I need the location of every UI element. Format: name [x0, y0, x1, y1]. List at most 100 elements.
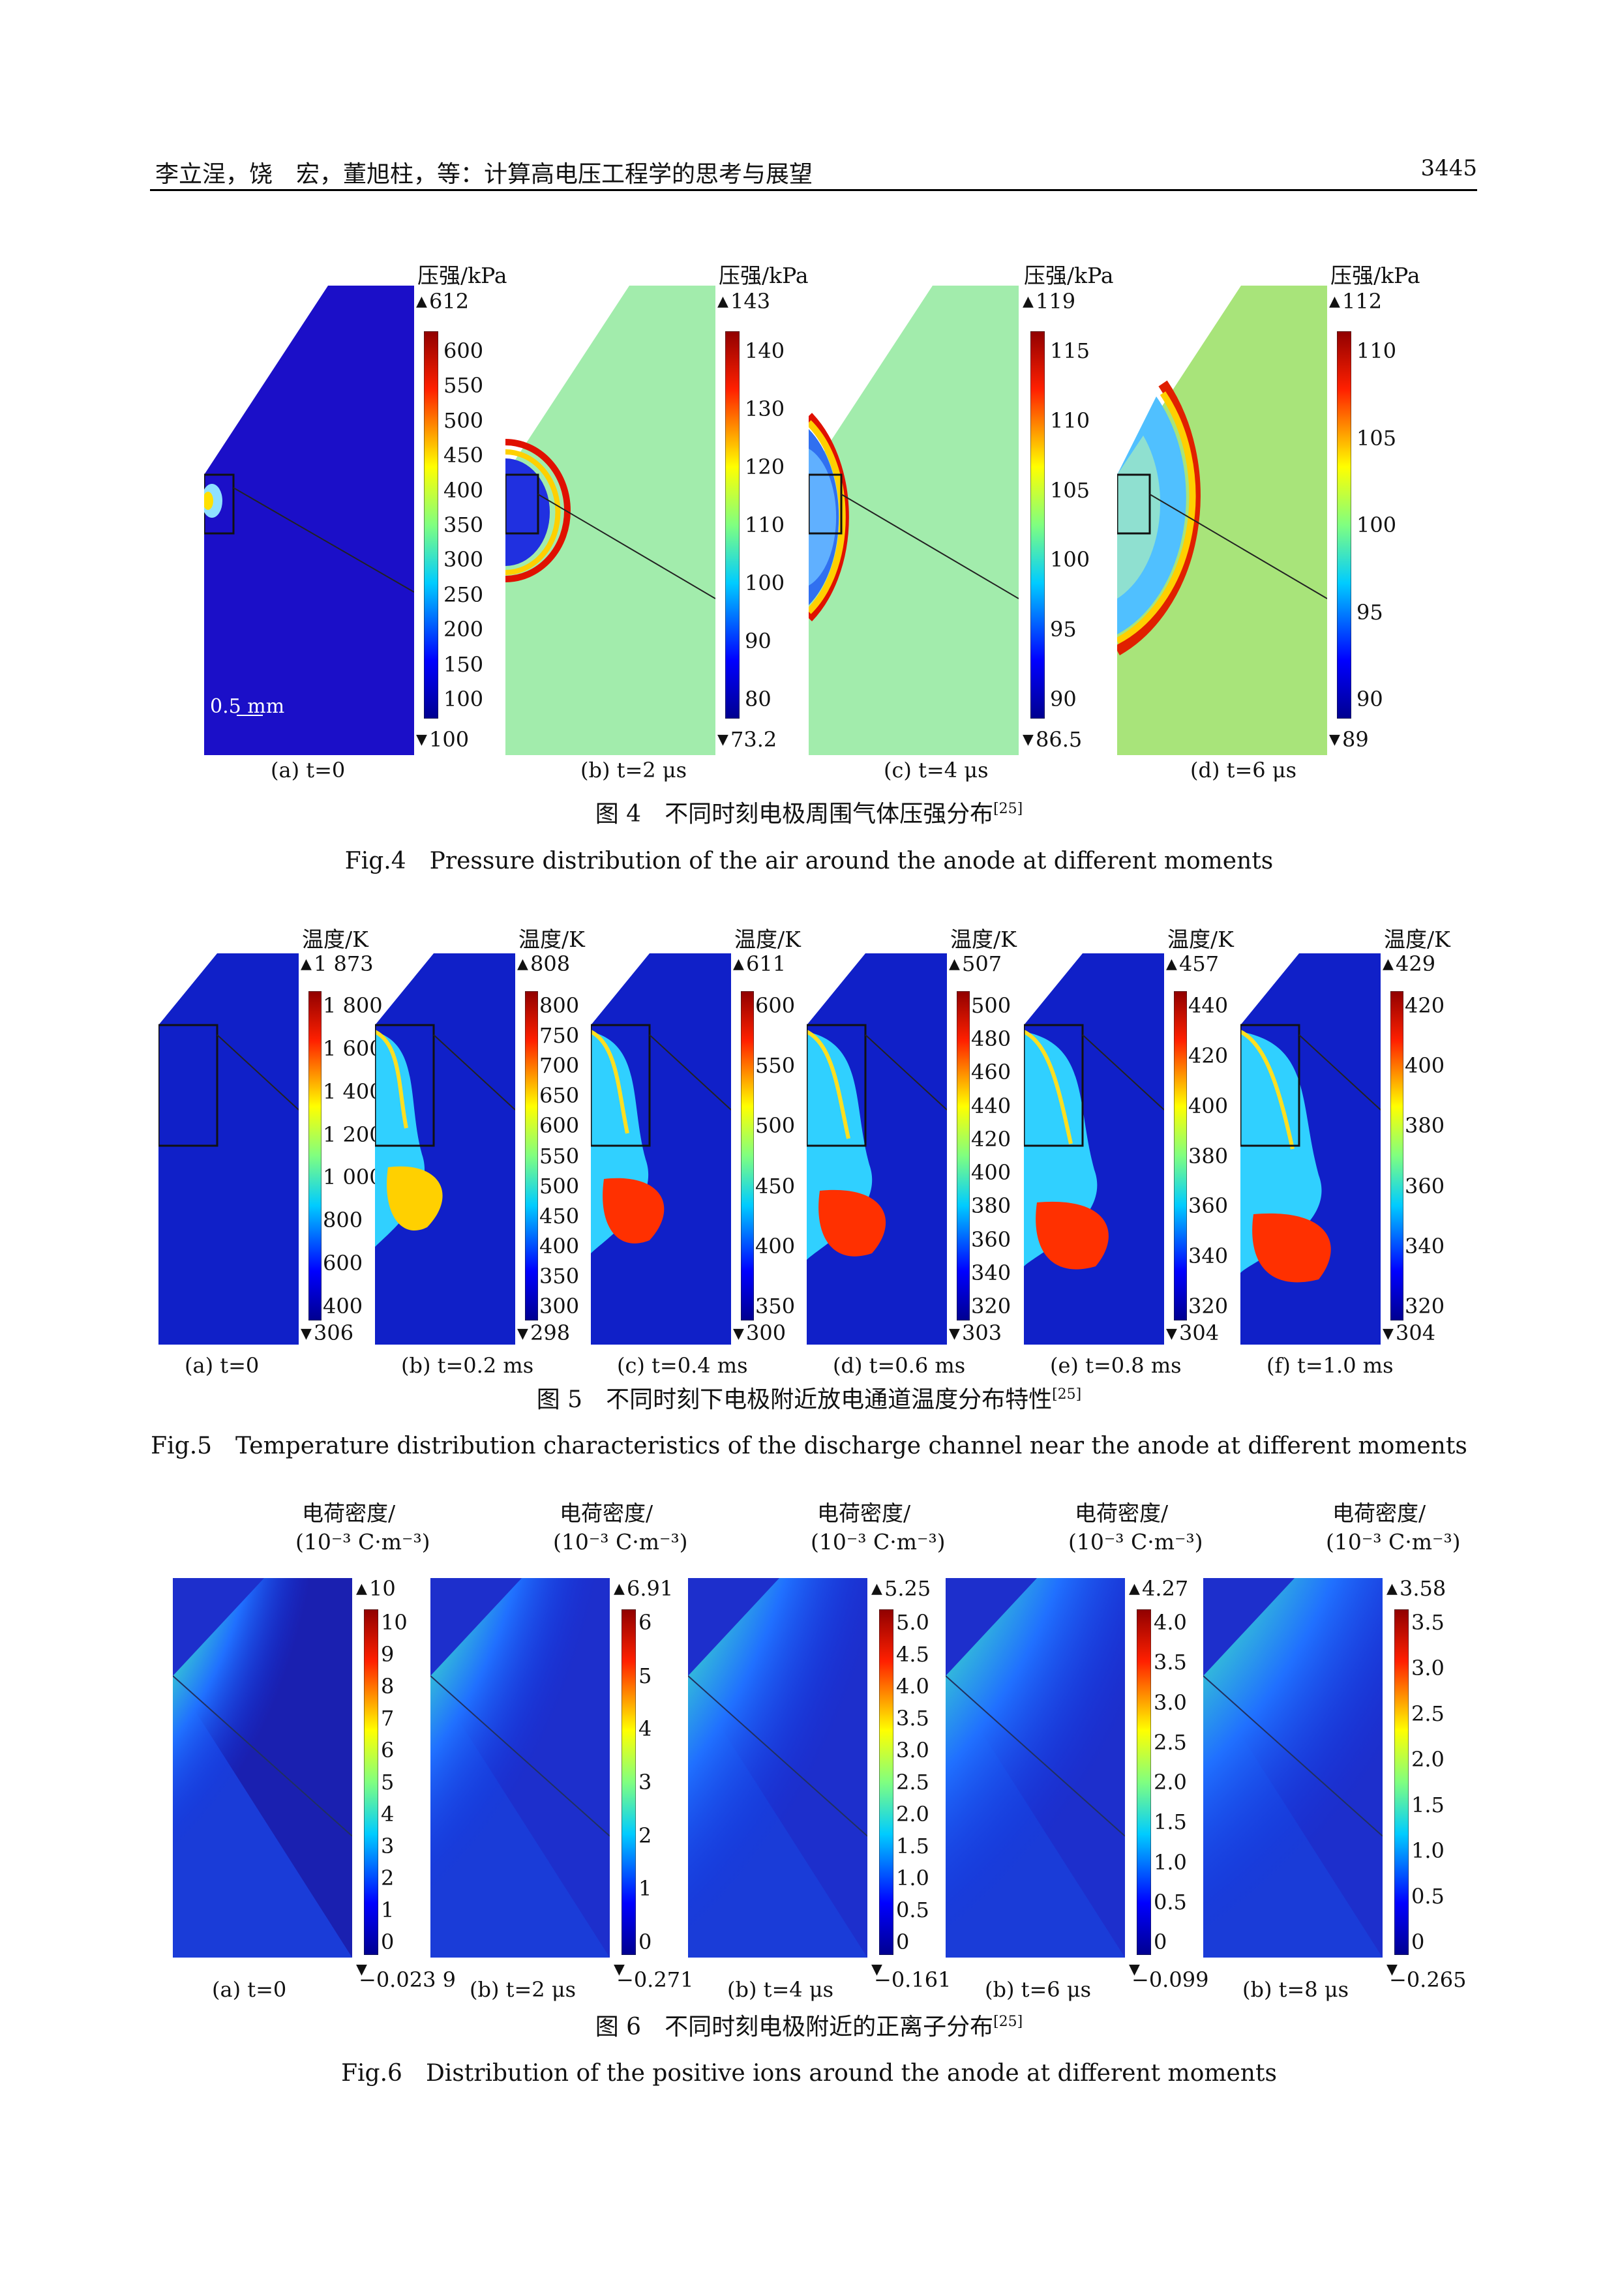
fig6-2-tick: 3.5	[896, 1706, 929, 1731]
fig6-cb-min-arrow: ▼	[614, 1961, 625, 1978]
fig5-3-tick: 340	[971, 1260, 1011, 1285]
fig5-0-tick: 600	[323, 1251, 363, 1276]
fig6-cb-max: 10	[369, 1576, 396, 1601]
fig4-3-tick: 95	[1356, 599, 1383, 625]
fig6-0-tick: 7	[381, 1706, 395, 1731]
fig5-cb-min: 300	[746, 1320, 787, 1345]
fig4-0-tick: 250	[443, 582, 484, 607]
fig6-panel-map	[688, 1578, 867, 1958]
fig5-5-tick: 340	[1405, 1233, 1445, 1259]
fig6-0-tick: 4	[381, 1802, 395, 1826]
fig6-cb-max: 4.27	[1142, 1576, 1189, 1601]
fig6-panel-label: (b) t=6 μs	[985, 1977, 1092, 2002]
fig4-1-tick: 120	[745, 455, 785, 479]
fig6-cb-max: 5.25	[884, 1576, 931, 1601]
fig5-cb-max-arrow: ▲	[301, 956, 312, 972]
fig4-cb-min-arrow: ▼	[1023, 732, 1034, 748]
fig5-0-tick: 1 800	[323, 993, 383, 1018]
fig6-cb-title-1: 电荷密度/	[1075, 1500, 1169, 1526]
fig5-panel-map	[375, 953, 515, 1345]
fig6-3-tick: 0	[1154, 1930, 1167, 1954]
fig5-2-tick: 600	[755, 993, 796, 1018]
fig5-4-tick: 420	[1188, 1043, 1229, 1068]
fig4-cb-title: 压强/kPa	[1024, 263, 1114, 288]
fig4-cb-min-arrow: ▼	[1329, 732, 1340, 748]
fig5-4-tick: 380	[1188, 1143, 1229, 1169]
fig4-2-tick: 90	[1050, 687, 1077, 711]
fig6-2-colorbar	[879, 1609, 893, 1955]
fig5-3-tick: 360	[971, 1227, 1011, 1252]
fig5-cb-min-arrow: ▼	[949, 1326, 960, 1342]
header-authors-title: 李立浧，饶 宏，董旭柱，等：计算高电压工程学的思考与展望	[155, 161, 813, 188]
fig6-cb-min: −0.161	[874, 1967, 951, 1992]
fig5-cb-min-arrow: ▼	[301, 1326, 312, 1342]
running-header: 李立浧，饶 宏，董旭柱，等：计算高电压工程学的思考与展望 3445	[150, 155, 1477, 191]
fig6-3-tick: 2.5	[1154, 1729, 1187, 1755]
fig4-cb-min: 100	[429, 727, 470, 752]
fig6-0-tick: 9	[381, 1642, 395, 1667]
fig4-panel-c-map	[809, 286, 1019, 755]
fig4-cb-max-arrow: ▲	[1023, 293, 1034, 310]
fig6-panel-map	[430, 1578, 610, 1958]
fig4-cb-max: 112	[1342, 289, 1383, 314]
fig5-cb-min-arrow: ▼	[733, 1326, 744, 1342]
fig6-4-tick: 3.0	[1411, 1656, 1445, 1680]
fig6-0-tick: 10	[381, 1610, 408, 1635]
fig6-0-tick: 2	[381, 1866, 395, 1890]
fig5-3-tick: 500	[971, 993, 1011, 1018]
fig4-0-tick: 600	[443, 338, 484, 363]
fig6-3-tick: 3.5	[1154, 1650, 1187, 1675]
fig4-2-tick: 105	[1050, 477, 1090, 503]
fig5-1-tick: 650	[539, 1083, 580, 1109]
fig5-panel-label: (f) t=1.0 ms	[1266, 1353, 1394, 1378]
fig5-cb-min: 298	[530, 1320, 571, 1345]
fig5-cb-max-arrow: ▲	[733, 956, 744, 972]
fig6-1-tick: 6	[638, 1610, 652, 1635]
fig5-cb-title: 温度/K	[1384, 927, 1450, 952]
fig5-caption-en: Fig.5 Temperature distribution character…	[151, 1433, 1467, 1459]
fig5-0-tick: 1 200	[323, 1122, 383, 1147]
fig6-cb-title-1: 电荷密度/	[817, 1500, 911, 1526]
fig6-0-colorbar	[364, 1609, 378, 1955]
fig5-panel-label: (a) t=0	[185, 1353, 260, 1378]
fig6-cb-min: −0.023 9	[359, 1967, 456, 1992]
fig6-cb-min-arrow: ▼	[1129, 1961, 1140, 1978]
fig4-cb-max-arrow: ▲	[1329, 293, 1340, 310]
fig4-cb-title: 压强/kPa	[719, 263, 809, 288]
fig5-panel-label: (e) t=0.8 ms	[1050, 1353, 1182, 1378]
fig5-4-tick: 400	[1188, 1093, 1229, 1118]
fig5-panel-map	[807, 953, 947, 1345]
fig5-1-tick: 750	[539, 1023, 580, 1049]
fig4-0-tick: 300	[443, 547, 484, 573]
fig5-1-tick: 350	[539, 1263, 580, 1289]
fig6-cb-max-arrow: ▲	[1129, 1581, 1140, 1597]
fig6-1-tick: 2	[638, 1823, 652, 1848]
fig6-panel-map	[946, 1578, 1125, 1958]
fig6-4-colorbar	[1394, 1609, 1409, 1955]
fig6-cb-title-2: (10⁻³ C·m⁻³)	[1068, 1529, 1203, 1555]
fig5-2-tick: 500	[755, 1113, 796, 1139]
fig5-cb-max-arrow: ▲	[949, 956, 960, 972]
fig4-2-tick: 110	[1050, 408, 1090, 433]
fig5-panel-map	[591, 953, 731, 1345]
fig5-4-tick: 360	[1188, 1193, 1229, 1219]
fig6-cb-title-2: (10⁻³ C·m⁻³)	[295, 1529, 430, 1555]
fig6-1-tick: 4	[638, 1716, 652, 1742]
fig5-panel-label: (c) t=0.4 ms	[617, 1353, 748, 1378]
fig6-cb-min-arrow: ▼	[356, 1961, 367, 1978]
fig5-cb-max-arrow: ▲	[517, 956, 528, 972]
fig5-1-tick: 400	[539, 1233, 580, 1259]
fig5-cb-min: 306	[314, 1320, 354, 1345]
fig6-0-tick: 0	[381, 1930, 395, 1954]
fig4-cb-min: 86.5	[1036, 727, 1083, 752]
fig6-4-tick: 2.0	[1411, 1747, 1445, 1772]
fig4-1-tick: 140	[745, 338, 785, 363]
fig6-cb-title-2: (10⁻³ C·m⁻³)	[553, 1529, 688, 1555]
fig4-0-tick: 150	[443, 651, 484, 677]
fig6-2-tick: 0.5	[896, 1898, 929, 1922]
fig4-2-tick: 115	[1050, 338, 1090, 363]
fig4-cb-min-arrow: ▼	[717, 732, 728, 748]
fig4-label-d: (d) t=6 μs	[1190, 758, 1297, 783]
fig6-2-tick: 1.0	[896, 1866, 929, 1890]
fig4-panel-b-map	[505, 286, 715, 755]
